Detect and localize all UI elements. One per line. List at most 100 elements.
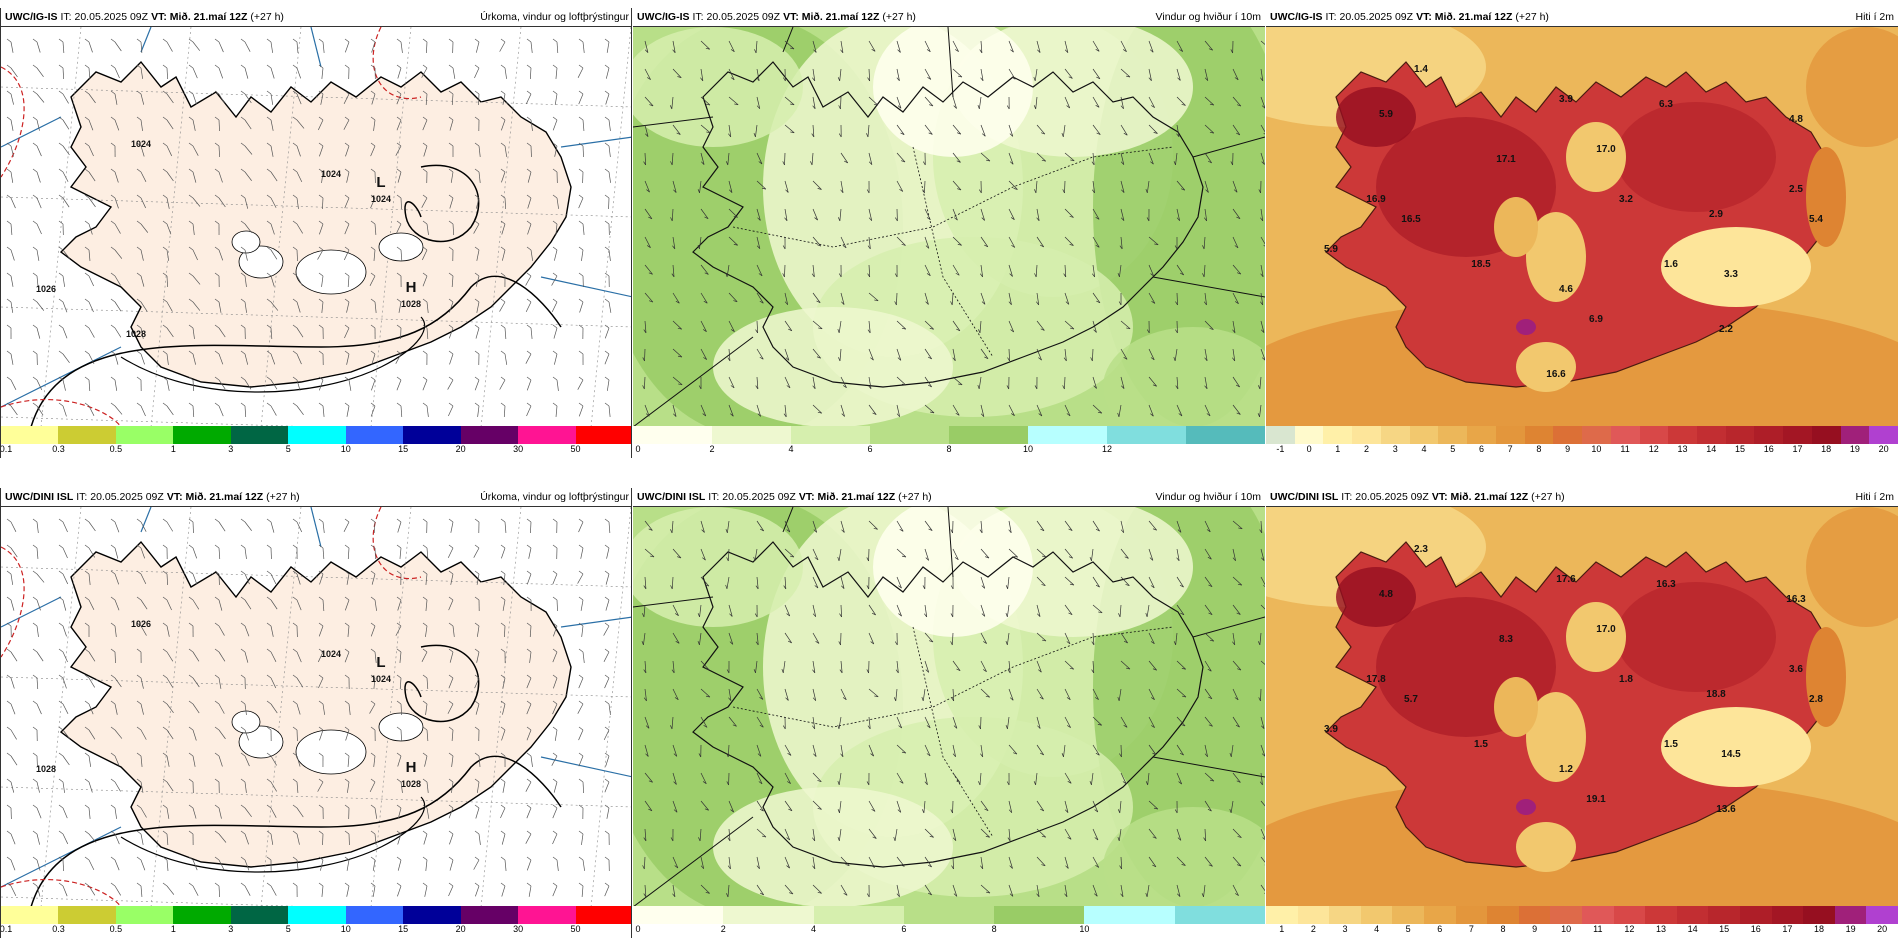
temperature-label: 2.9: [1709, 209, 1723, 220]
tick-label: 10: [340, 444, 351, 454]
color-swatch: [518, 906, 576, 924]
map-svg: [633, 507, 1265, 907]
lead-time: (+27 h): [898, 491, 932, 503]
tick-label: 5: [285, 924, 291, 934]
map-svg: [633, 27, 1265, 427]
tick-label: 3: [1342, 924, 1348, 934]
map-svg: 2.3 17.6 16.3 16.3 4.8 17.0 8.3 17.8 1.8 3.6 5.7 18…: [1266, 507, 1898, 907]
color-swatch: [1783, 426, 1812, 444]
panel-header-left: UWC/DINI ISL IT: 20.05.2025 09Z VT: Mið. 2…: [637, 491, 932, 503]
color-swatch: [1610, 426, 1640, 444]
tick-label: 3: [228, 444, 234, 454]
pressure-label: 1024: [321, 649, 341, 659]
panel-title: Hiti í 2m: [1855, 11, 1894, 23]
temperature-label: 2.5: [1789, 184, 1803, 195]
model-name: UWC/IG-IS: [1270, 11, 1323, 23]
color-swatch: [288, 426, 346, 444]
tick-label: 18: [1821, 444, 1832, 454]
color-swatch: [1028, 426, 1107, 444]
temperature-label: 17.1: [1496, 154, 1516, 165]
color-swatch: [1, 426, 59, 444]
color-swatch: [1297, 906, 1330, 924]
temperature-label: 17.0: [1596, 624, 1616, 635]
temperature-label: 1.5: [1474, 739, 1488, 750]
map-area: L 1024 H 1028 1024 1024 1026 1028: [1, 26, 631, 428]
color-scale-bar: [633, 426, 1265, 444]
init-time: IT: 20.05.2025 09Z: [1341, 491, 1429, 503]
map-panel-temp: UWC/DINI ISL IT: 20.05.2025 09Z VT: Mið. 2…: [1266, 488, 1898, 938]
color-swatch: [870, 426, 949, 444]
color-swatch: [791, 426, 870, 444]
lead-time: (+27 h): [250, 11, 284, 23]
color-swatch: [575, 426, 631, 444]
tick-label: 10: [1079, 924, 1090, 934]
color-swatch: [173, 906, 231, 924]
tick-label: 0.1: [0, 924, 13, 934]
color-swatch: [1380, 426, 1410, 444]
temperature-label: 3.2: [1619, 194, 1633, 205]
pressure-label: 1028: [126, 329, 146, 339]
model-name: UWC/DINI ISL: [1270, 491, 1339, 503]
valid-time: VT: Mið. 21.maí 12Z: [1416, 11, 1513, 23]
tick-label: 5: [1405, 924, 1411, 934]
pressure-label: 1026: [131, 619, 151, 629]
pressure-label: 1026: [36, 284, 56, 294]
tick-label: 4: [1421, 444, 1427, 454]
temperature-label: 16.9: [1366, 194, 1386, 205]
color-swatch: [1840, 426, 1870, 444]
tick-label: 6: [901, 924, 907, 934]
map-area: 2.3 17.6 16.3 16.3 4.8 17.0 8.3 17.8 1.8 3.6 5.7 18…: [1266, 506, 1898, 908]
lead-time: (+27 h): [1515, 11, 1549, 23]
color-scale-bar: [1, 426, 631, 444]
map-panel-wind: UWC/IG-IS IT: 20.05.2025 09Z VT: Mið. 21.m…: [633, 8, 1265, 458]
temperature-label: 16.6: [1546, 369, 1566, 380]
color-swatch: [1438, 426, 1468, 444]
tick-label: 1: [1279, 924, 1285, 934]
color-swatch: [58, 906, 116, 924]
color-swatch: [1107, 426, 1186, 444]
tick-label: 1: [170, 924, 176, 934]
color-swatch: [403, 906, 461, 924]
tick-label: 20: [1877, 924, 1888, 934]
panel-header-left: UWC/DINI ISL IT: 20.05.2025 09Z VT: Mið. 2…: [5, 491, 300, 503]
color-swatch: [1811, 426, 1841, 444]
panel-title: Vindur og hviður í 10m: [1155, 11, 1261, 23]
pressure-label: 1028: [401, 779, 421, 789]
color-swatch: [1581, 906, 1614, 924]
color-swatch: [1518, 906, 1551, 924]
temperature-label: 1.6: [1664, 259, 1678, 270]
color-swatch: [1329, 906, 1361, 924]
lead-time: (+27 h): [1531, 491, 1565, 503]
color-swatch: [1423, 906, 1456, 924]
color-swatch: [288, 906, 346, 924]
temperature-label: 3.3: [1724, 269, 1738, 280]
tick-label: 0.1: [0, 444, 13, 454]
tick-label: 4: [788, 444, 794, 454]
map-svg: L 1024 H 1028 1024 1026 1028: [1, 507, 631, 907]
tick-label: 0.3: [52, 924, 65, 934]
color-swatch: [115, 426, 174, 444]
panel-header: UWC/IG-IS IT: 20.05.2025 09Z VT: Mið. 21.m…: [633, 8, 1265, 26]
tick-label: 0: [635, 924, 641, 934]
color-swatch: [1866, 906, 1898, 924]
pressure-label: H: [406, 759, 417, 776]
color-scale-bar: [1266, 426, 1898, 444]
color-swatch: [633, 426, 712, 444]
color-swatch: [1725, 426, 1755, 444]
tick-label: 16: [1763, 444, 1774, 454]
pressure-label: 1024: [321, 169, 341, 179]
valid-time: VT: Mið. 21.maí 12Z: [783, 11, 880, 23]
tick-label: 12: [1624, 924, 1635, 934]
tick-label: 19: [1845, 924, 1856, 934]
temperature-label: 5.7: [1404, 694, 1418, 705]
map-panel-temp: UWC/IG-IS IT: 20.05.2025 09Z VT: Mið. 21.m…: [1266, 8, 1898, 458]
temperature-label: 18.8: [1706, 689, 1726, 700]
temperature-label: 19.1: [1586, 794, 1606, 805]
map-panel-wind: UWC/DINI ISL IT: 20.05.2025 09Z VT: Mið. 2…: [633, 488, 1265, 938]
model-name: UWC/IG-IS: [637, 11, 690, 23]
color-swatch: [1771, 906, 1804, 924]
panel-header-left: UWC/IG-IS IT: 20.05.2025 09Z VT: Mið. 21.m…: [1270, 11, 1549, 23]
temperature-label: 4.8: [1789, 114, 1803, 125]
temperature-label: 5.9: [1379, 109, 1393, 120]
tick-label: 30: [513, 444, 524, 454]
